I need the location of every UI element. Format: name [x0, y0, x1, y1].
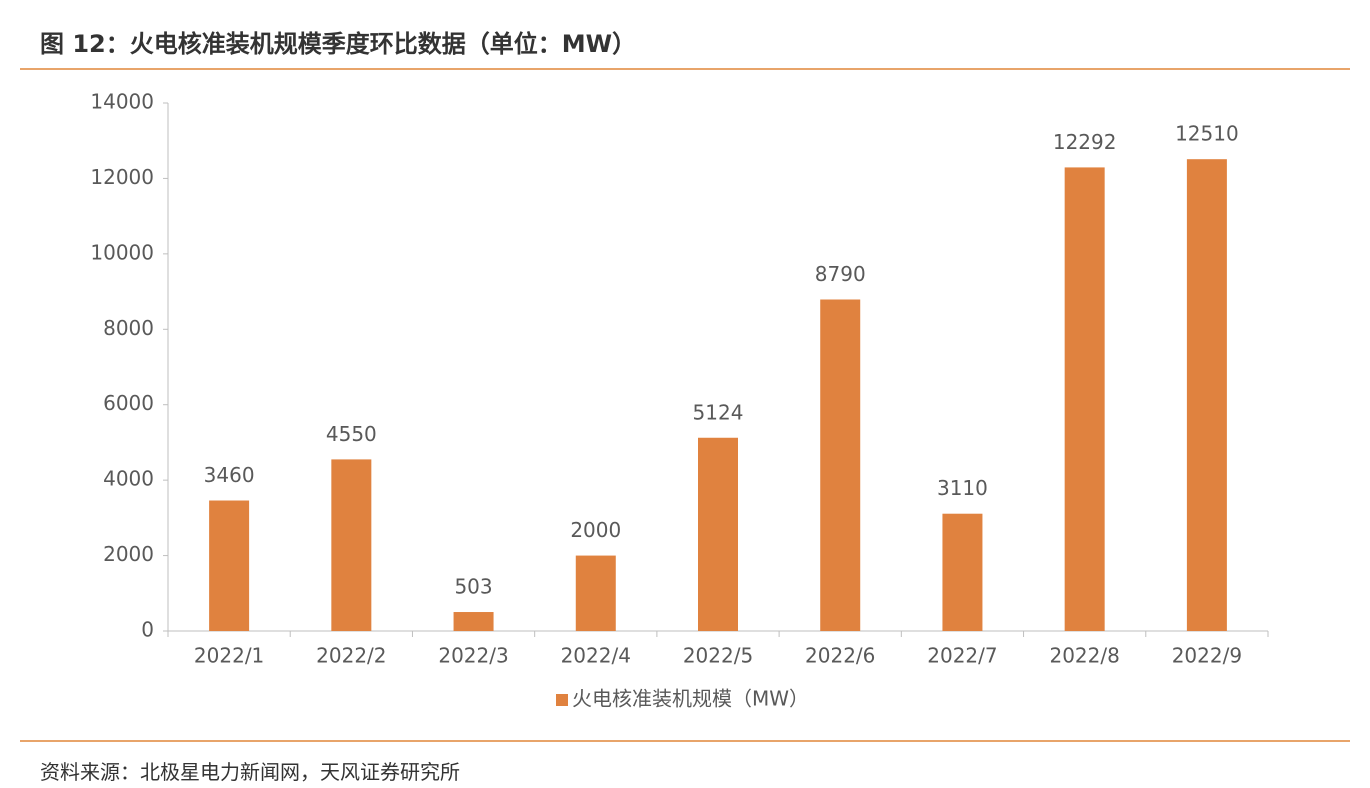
footer-rule [20, 740, 1350, 742]
data-label: 12510 [1175, 122, 1239, 146]
bar [331, 459, 372, 631]
x-tick-label: 2022/5 [683, 644, 753, 668]
x-tick-label: 2022/7 [927, 644, 997, 668]
bar [820, 299, 861, 631]
figure-title: 图 12：火电核准装机规模季度环比数据（单位：MW） [40, 30, 637, 58]
data-label: 8790 [815, 262, 866, 286]
legend-label: 火电核准装机规模（MW） [572, 687, 809, 711]
bar [453, 612, 494, 631]
x-tick-label: 2022/2 [316, 644, 386, 668]
data-label: 2000 [570, 518, 621, 542]
bar [209, 500, 250, 631]
bar [575, 555, 616, 631]
x-tick-label: 2022/9 [1172, 644, 1242, 668]
bar [942, 513, 983, 631]
data-label: 3110 [937, 476, 988, 500]
data-label: 12292 [1053, 130, 1117, 154]
y-tick-label: 4000 [103, 467, 154, 491]
legend-swatch [556, 694, 568, 706]
y-tick-label: 6000 [103, 391, 154, 415]
data-label: 5124 [693, 400, 744, 424]
header-rule [20, 68, 1350, 70]
data-label: 4550 [326, 422, 377, 446]
y-tick-label: 8000 [103, 316, 154, 340]
x-tick-label: 2022/4 [561, 644, 631, 668]
source-note: 资料来源：北极星电力新闻网，天风证券研究所 [40, 760, 460, 784]
y-tick-label: 10000 [90, 240, 154, 264]
x-tick-label: 2022/8 [1049, 644, 1119, 668]
x-tick-label: 2022/6 [805, 644, 875, 668]
y-tick-label: 12000 [90, 165, 154, 189]
y-tick-label: 14000 [90, 90, 154, 114]
data-label: 503 [454, 575, 492, 599]
y-tick-label: 0 [141, 618, 154, 642]
data-label: 3460 [204, 463, 255, 487]
bar [1064, 167, 1105, 631]
x-tick-label: 2022/3 [438, 644, 508, 668]
x-tick-label: 2022/1 [194, 644, 264, 668]
bar [698, 437, 738, 631]
y-tick-label: 2000 [103, 542, 154, 566]
bar [1186, 159, 1227, 632]
